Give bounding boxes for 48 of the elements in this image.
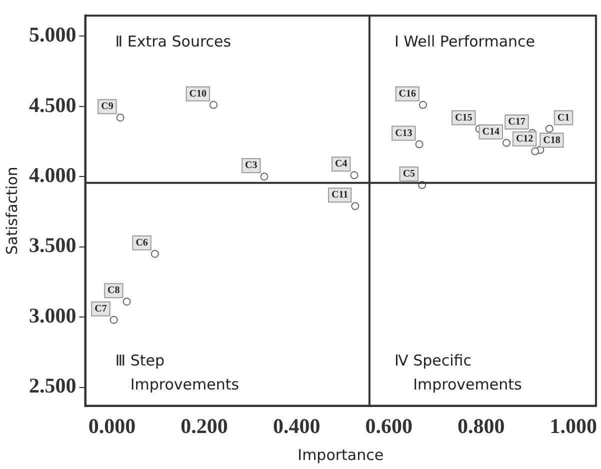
y-tick-label: 3.500 <box>29 233 76 258</box>
y-tick-label: 4.500 <box>29 92 76 117</box>
annotation: C15 <box>455 112 472 124</box>
annotation: C5 <box>402 168 416 180</box>
point <box>415 140 424 148</box>
x-tick-label: 0.200 <box>180 414 228 438</box>
x-tick-label: 0.800 <box>457 414 505 438</box>
annotation: C9 <box>101 101 114 112</box>
annotation: C14 <box>482 126 500 138</box>
x-tick-label: 0.400 <box>272 414 320 438</box>
annotation: C16 <box>398 88 416 100</box>
annotation: C11 <box>331 190 348 201</box>
annotation: C10 <box>189 88 207 100</box>
x-tick-label: 0.000 <box>88 414 136 438</box>
y-tick-label: 3.000 <box>29 303 76 328</box>
annotation: C1 <box>557 112 570 124</box>
point <box>545 124 554 133</box>
annotation: Ⅰ Well Performance <box>394 32 535 50</box>
annotation: C3 <box>245 160 258 172</box>
point <box>110 316 118 324</box>
point <box>418 100 427 109</box>
annotation: Ⅱ Extra Sources <box>115 32 232 50</box>
x-tick-label: 0.600 <box>365 414 412 438</box>
point <box>350 171 358 180</box>
point <box>351 202 360 210</box>
annotation: C6 <box>136 237 148 248</box>
x-axis-title: Importance <box>298 446 384 464</box>
y-tick-label: 4.000 <box>29 162 76 187</box>
y-tick-label: 5.000 <box>29 22 76 47</box>
y-axis-title: Satisfaction <box>2 166 21 255</box>
point <box>531 147 540 156</box>
annotation: C18 <box>543 134 560 146</box>
x-tick-label: 1.000 <box>550 414 598 438</box>
point <box>210 100 218 109</box>
annotation: C4 <box>335 158 348 170</box>
point <box>116 114 124 122</box>
point <box>502 138 510 147</box>
point <box>260 172 268 181</box>
annotation: Ⅳ Specific Improvements <box>394 352 522 394</box>
point <box>122 298 131 306</box>
annotation: C8 <box>108 285 120 296</box>
annotation: Ⅲ Step Improvements <box>115 352 240 394</box>
point <box>150 250 159 258</box>
annotation: C7 <box>94 303 107 314</box>
annotation: C17 <box>508 116 526 128</box>
annotation: C13 <box>395 128 412 139</box>
y-tick-label: 2.500 <box>29 374 76 398</box>
annotation: C12 <box>516 133 534 144</box>
